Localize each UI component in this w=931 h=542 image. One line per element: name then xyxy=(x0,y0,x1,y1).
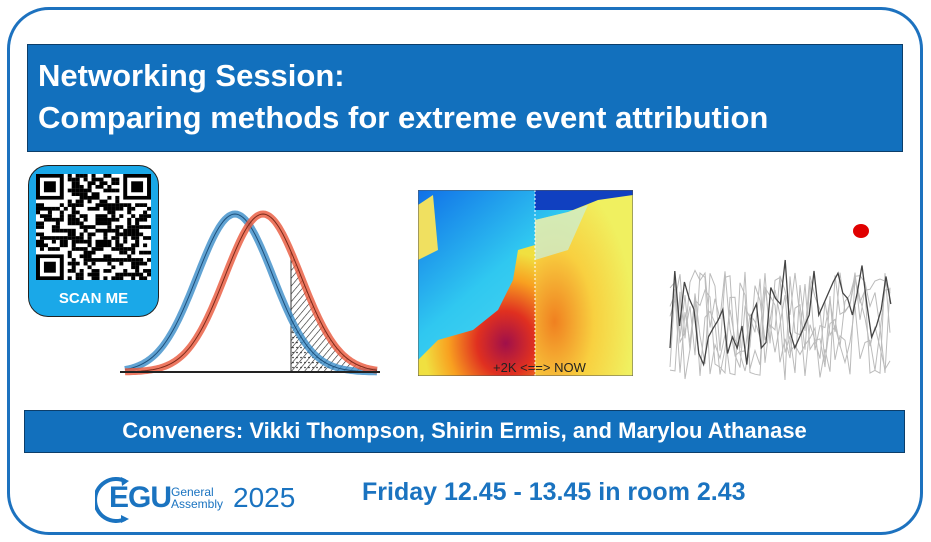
title-line-2: Comparing methods for extreme event attr… xyxy=(38,100,769,135)
egu-logo: EGU General Assembly 2025 xyxy=(95,475,325,525)
session-time-room: Friday 12.45 - 13.45 in room 2.43 xyxy=(362,478,746,506)
qr-code-card[interactable]: SCAN ME xyxy=(28,165,159,317)
observed-series-line xyxy=(669,259,892,367)
poster-frame xyxy=(7,7,923,535)
distribution-curves-figure xyxy=(120,210,380,376)
scan-me-label: SCAN ME xyxy=(58,290,129,307)
map-caption: +2K <==> NOW xyxy=(493,360,587,375)
title-banner: Networking Session: Comparing methods fo… xyxy=(27,44,903,152)
time-series-figure xyxy=(669,224,892,380)
present-distribution-line xyxy=(124,213,378,373)
exceedance-hatched-area xyxy=(291,251,377,372)
extreme-event-marker xyxy=(853,224,869,238)
ensemble-series-line xyxy=(669,273,891,380)
qr-code-icon[interactable] xyxy=(36,174,151,280)
land-plus2k xyxy=(418,245,535,376)
exceedance-dotted-area xyxy=(291,318,355,372)
ensemble-series-line xyxy=(669,269,891,380)
title-line-1: Networking Session: xyxy=(38,58,345,93)
conveners-banner: Conveners: Vikki Thompson, Shirin Ermis,… xyxy=(24,410,905,453)
egu-ring-icon xyxy=(95,477,129,523)
temperature-map-figure: +2K <==> NOW xyxy=(418,190,633,376)
